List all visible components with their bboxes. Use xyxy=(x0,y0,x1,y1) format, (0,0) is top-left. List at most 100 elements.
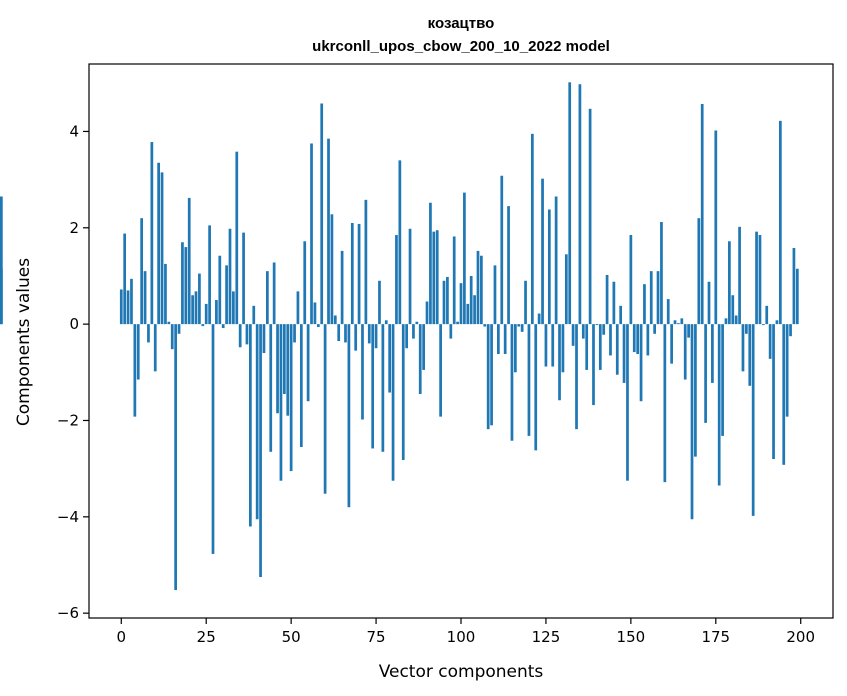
bar xyxy=(456,321,459,325)
bar xyxy=(493,265,497,325)
bar xyxy=(293,324,296,343)
bar xyxy=(340,250,344,325)
bar xyxy=(272,262,276,325)
bar xyxy=(639,324,643,402)
bar xyxy=(245,324,249,345)
bar xyxy=(687,324,690,338)
bar xyxy=(527,324,531,436)
bar xyxy=(469,275,473,325)
chart-subtitle: ukrconll_upos_cbow_200_10_2022 model xyxy=(312,38,610,55)
bar xyxy=(673,320,677,325)
bar xyxy=(401,324,405,460)
bar xyxy=(303,241,307,325)
bar xyxy=(751,324,755,516)
bar xyxy=(643,284,646,325)
bar xyxy=(211,324,215,554)
bar xyxy=(330,214,334,325)
bar xyxy=(201,324,205,327)
bar xyxy=(497,324,500,355)
bar xyxy=(266,271,269,325)
bar xyxy=(136,324,140,380)
bar xyxy=(157,162,160,325)
bar xyxy=(384,320,388,325)
x-axis-ticks: 0 25 50 75 100 125 150 175 200 xyxy=(117,618,815,646)
bar xyxy=(415,321,419,325)
y-tick-label: −4 xyxy=(57,508,79,526)
bar xyxy=(605,275,609,325)
bar xyxy=(364,199,368,325)
bar xyxy=(310,143,313,325)
bar xyxy=(768,324,772,359)
bar xyxy=(612,281,616,325)
bar xyxy=(480,255,483,325)
bar xyxy=(646,324,650,356)
bar xyxy=(228,228,232,325)
bar xyxy=(123,233,127,325)
bar xyxy=(592,324,595,406)
bar xyxy=(741,324,745,372)
bar xyxy=(255,324,259,520)
bar xyxy=(524,280,527,325)
bar xyxy=(133,324,137,417)
bar xyxy=(422,324,425,370)
bar xyxy=(500,175,504,325)
y-axis-label: Components values xyxy=(14,258,34,426)
bar xyxy=(711,324,714,383)
bar xyxy=(221,324,225,328)
bar xyxy=(503,324,507,355)
bar xyxy=(554,196,558,325)
bar xyxy=(609,324,612,356)
bar xyxy=(378,280,381,325)
bar xyxy=(731,295,735,325)
y-axis-ticks: −6 −4 −2 0 2 4 xyxy=(57,122,89,622)
y-tick-label: −2 xyxy=(57,411,79,429)
bar xyxy=(683,324,687,380)
bar xyxy=(398,160,402,325)
bar xyxy=(561,324,565,373)
bar xyxy=(745,324,748,334)
bar xyxy=(677,323,680,325)
bar xyxy=(772,324,775,460)
bar xyxy=(483,324,487,327)
bar xyxy=(160,172,164,325)
bar xyxy=(466,303,470,325)
bar xyxy=(279,324,283,481)
bar xyxy=(738,226,741,325)
bar xyxy=(653,324,656,334)
bar xyxy=(537,313,541,325)
bar xyxy=(289,324,293,472)
bar xyxy=(408,228,412,325)
bar xyxy=(578,84,582,325)
y-tick-label: 0 xyxy=(69,315,79,333)
bar xyxy=(748,324,752,386)
bar xyxy=(755,231,758,325)
bar xyxy=(174,324,177,591)
chart-title: козацтво xyxy=(428,15,495,32)
bar xyxy=(181,242,184,325)
bar xyxy=(425,301,429,325)
bars-group xyxy=(0,82,799,591)
bar xyxy=(191,295,194,325)
bar xyxy=(795,268,799,325)
bar xyxy=(276,324,279,414)
bar xyxy=(282,324,286,394)
bar xyxy=(296,291,300,325)
bar xyxy=(534,324,538,451)
bar xyxy=(194,291,198,325)
bar xyxy=(395,235,398,325)
bar xyxy=(119,289,123,325)
bar xyxy=(517,324,521,327)
bar xyxy=(670,324,673,364)
bar xyxy=(361,324,364,420)
bar xyxy=(571,324,575,346)
bar xyxy=(707,281,711,325)
bar xyxy=(697,218,701,325)
bar xyxy=(367,324,371,344)
y-tick-label: 4 xyxy=(69,122,79,140)
bar xyxy=(374,324,378,349)
bar xyxy=(405,324,408,349)
bar xyxy=(442,280,446,325)
bar xyxy=(337,324,341,341)
bar xyxy=(170,324,174,350)
